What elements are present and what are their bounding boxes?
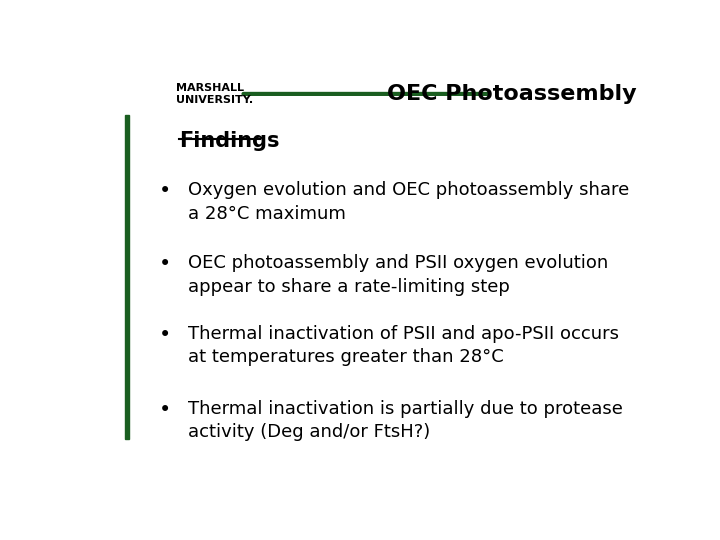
- Text: MARSHALL
UNIVERSITY.: MARSHALL UNIVERSITY.: [176, 83, 253, 105]
- Text: •: •: [159, 254, 171, 274]
- Text: •: •: [159, 325, 171, 345]
- Text: Oxygen evolution and OEC photoassembly share
a 28°C maximum: Oxygen evolution and OEC photoassembly s…: [188, 181, 629, 223]
- Text: M: M: [17, 25, 59, 64]
- Text: OEC Photoassembly: OEC Photoassembly: [387, 84, 637, 104]
- Text: •: •: [159, 181, 171, 201]
- Text: •: •: [159, 400, 171, 420]
- FancyBboxPatch shape: [125, 114, 129, 439]
- Text: Findings: Findings: [179, 131, 280, 151]
- Text: Thermal inactivation is partially due to protease
activity (Deg and/or FtsH?): Thermal inactivation is partially due to…: [188, 400, 623, 441]
- Text: OEC photoassembly and PSII oxygen evolution
appear to share a rate-limiting step: OEC photoassembly and PSII oxygen evolut…: [188, 254, 608, 295]
- Text: Thermal inactivation of PSII and apo-PSII occurs
at temperatures greater than 28: Thermal inactivation of PSII and apo-PSI…: [188, 325, 618, 366]
